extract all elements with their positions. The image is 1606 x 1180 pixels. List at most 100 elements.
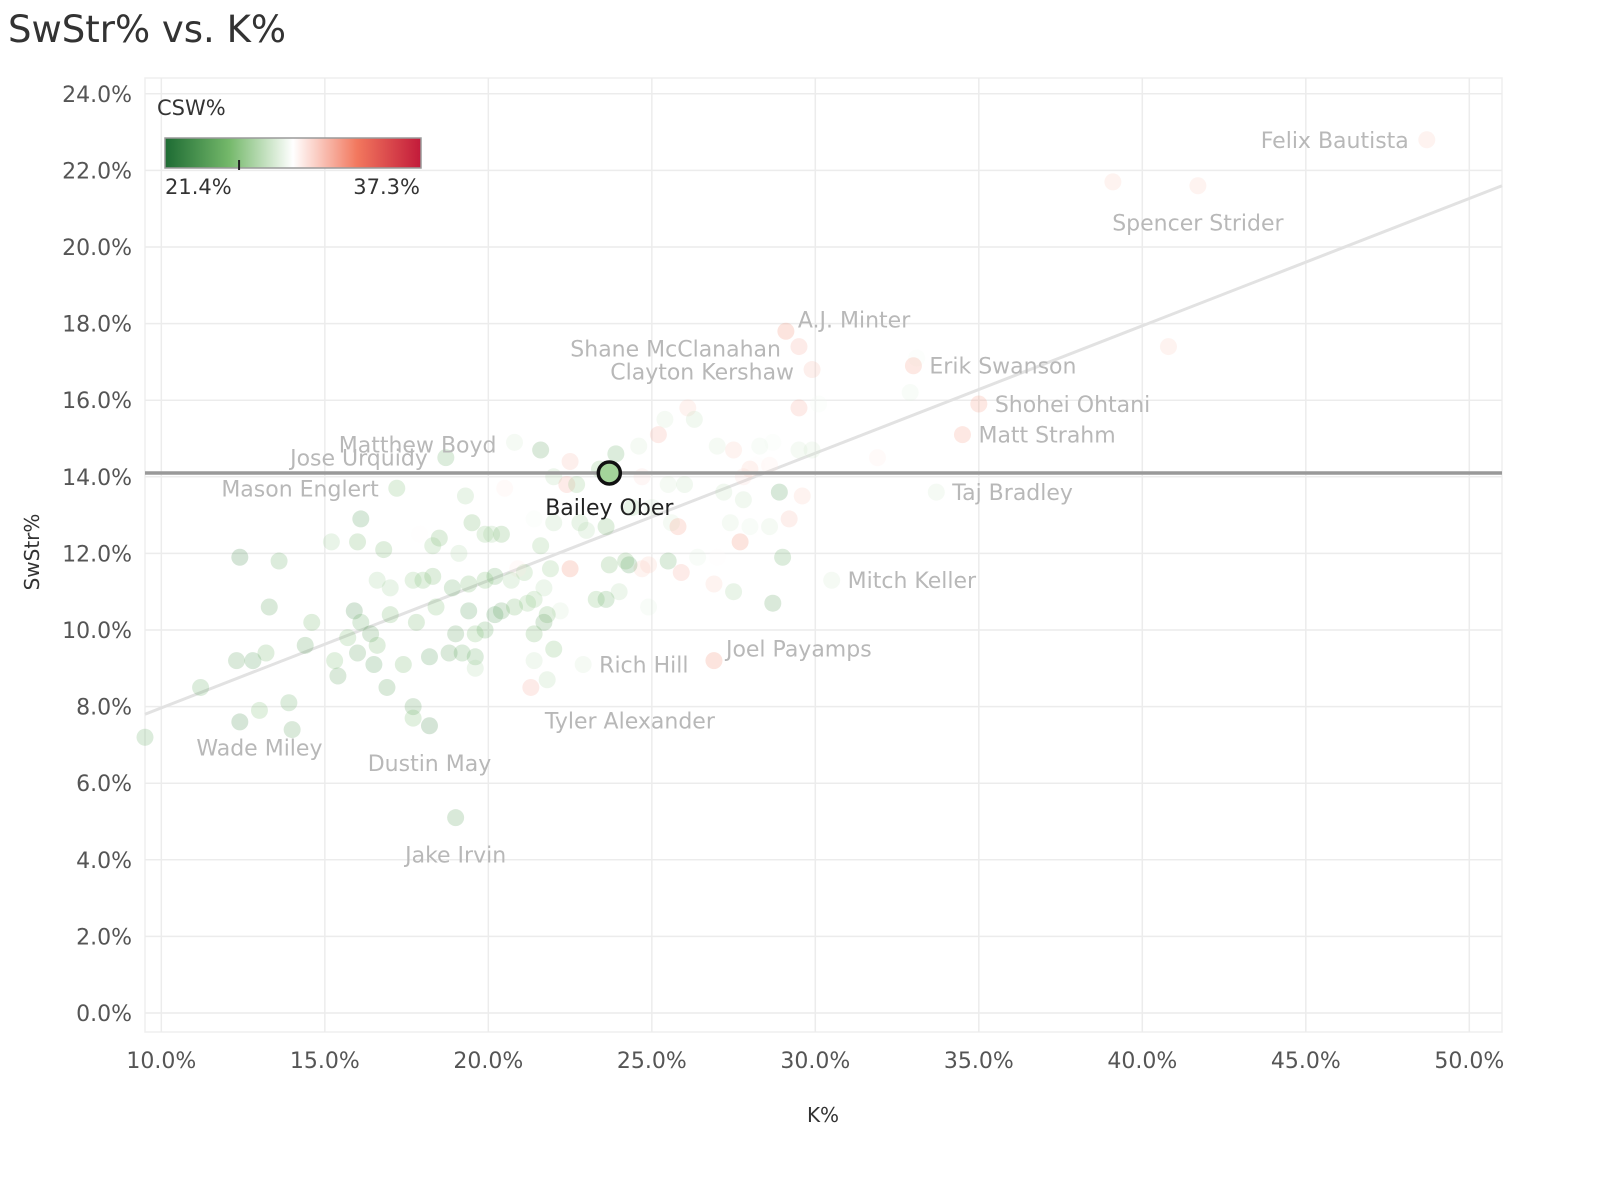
scatter-point[interactable] (721, 514, 739, 532)
scatter-point[interactable] (525, 590, 543, 608)
scatter-point[interactable] (505, 598, 523, 616)
scatter-point[interactable] (659, 475, 677, 493)
scatter-point[interactable] (597, 590, 615, 608)
scatter-point[interactable] (676, 475, 694, 493)
scatter-point[interactable] (532, 537, 550, 555)
scatter-point[interactable] (483, 525, 501, 543)
scatter-point[interactable] (741, 460, 759, 478)
scatter-point[interactable] (381, 579, 399, 597)
scatter-point[interactable] (411, 525, 429, 543)
scatter-point[interactable] (633, 560, 651, 578)
scatter-point[interactable] (620, 556, 638, 574)
scatter-point[interactable] (656, 410, 674, 428)
scatter-point[interactable] (476, 621, 494, 639)
scatter-point[interactable] (453, 644, 471, 662)
scatter-point[interactable] (558, 475, 576, 493)
scatter-point[interactable] (283, 721, 301, 739)
scatter-point[interactable] (734, 491, 752, 509)
scatter-point[interactable] (803, 441, 821, 459)
scatter-point[interactable] (437, 449, 455, 467)
scatter-point[interactable] (407, 613, 425, 631)
scatter-point[interactable] (136, 728, 154, 746)
scatter-point[interactable] (228, 652, 246, 670)
scatter-point[interactable] (368, 571, 386, 589)
scatter-point[interactable] (793, 487, 811, 505)
scatter-point[interactable] (761, 518, 779, 536)
scatter-point[interactable] (496, 479, 514, 497)
scatter-point[interactable] (538, 606, 556, 624)
scatter-point[interactable] (662, 514, 680, 532)
scatter-point[interactable] (440, 644, 458, 662)
scatter-point[interactable] (679, 399, 697, 417)
scatter-point[interactable] (630, 437, 648, 455)
scatter-point[interactable] (378, 678, 396, 696)
scatter-point[interactable] (430, 529, 448, 547)
scatter-point[interactable] (502, 571, 520, 589)
scatter-point[interactable] (953, 426, 971, 444)
scatter-point[interactable] (577, 521, 595, 539)
scatter-point[interactable] (545, 514, 563, 532)
scatter-point[interactable] (420, 717, 438, 735)
scatter-point[interactable] (326, 652, 344, 670)
scatter-point[interactable] (777, 322, 795, 340)
highlight-layer[interactable]: Bailey Ober (545, 460, 674, 521)
scatter-point[interactable] (669, 518, 687, 536)
scatter-point[interactable] (672, 564, 690, 582)
scatter-point[interactable] (610, 583, 628, 601)
scatter-point[interactable] (414, 571, 432, 589)
scatter-point[interactable] (352, 510, 370, 528)
scatter-point[interactable] (600, 556, 618, 574)
scatter-point[interactable] (731, 533, 749, 551)
scatter-point[interactable] (587, 590, 605, 608)
scatter-point[interactable] (463, 514, 481, 532)
scatter-point[interactable] (466, 625, 484, 643)
scatter-point[interactable] (790, 441, 808, 459)
scatter-point[interactable] (388, 479, 406, 497)
scatter-point[interactable] (519, 594, 537, 612)
scatter-point[interactable] (551, 602, 569, 620)
scatter-point[interactable] (424, 537, 442, 555)
scatter-point[interactable] (492, 525, 510, 543)
scatter-point[interactable] (561, 452, 579, 470)
scatter-point[interactable] (633, 468, 651, 486)
scatter-point[interactable] (774, 548, 792, 566)
scatter-point[interactable] (574, 655, 592, 673)
scatter-point[interactable] (365, 655, 383, 673)
scatter-point[interactable] (486, 567, 504, 585)
scatter-point[interactable] (260, 598, 278, 616)
scatter-point[interactable] (339, 629, 357, 647)
scatter-point[interactable] (303, 613, 321, 631)
scatter-point[interactable] (764, 433, 782, 451)
scatter-point[interactable] (568, 475, 586, 493)
scatter-point[interactable] (525, 625, 543, 643)
scatter-point[interactable] (280, 694, 298, 712)
scatter-point[interactable] (404, 709, 422, 727)
scatter-point[interactable] (522, 678, 540, 696)
scatter-point[interactable] (420, 648, 438, 666)
scatter-point[interactable] (447, 625, 465, 643)
scatter-point[interactable] (404, 571, 422, 589)
scatter-point[interactable] (250, 701, 268, 719)
scatter-point[interactable] (296, 636, 314, 654)
scatter-point[interactable] (349, 644, 367, 662)
scatter-point[interactable] (466, 659, 484, 677)
scatter-point[interactable] (322, 533, 340, 551)
scatter-point[interactable] (649, 426, 667, 444)
scatter-point[interactable] (640, 598, 658, 616)
scatter-point[interactable] (244, 652, 262, 670)
scatter-point[interactable] (725, 583, 743, 601)
scatter-point[interactable] (525, 510, 543, 528)
scatter-point[interactable] (466, 648, 484, 666)
scatter-point[interactable] (381, 606, 399, 624)
scatter-point[interactable] (705, 575, 723, 593)
scatter-point[interactable] (708, 437, 726, 455)
scatter-point[interactable] (509, 560, 527, 578)
scatter-point[interactable] (790, 338, 808, 356)
scatter-point[interactable] (486, 606, 504, 624)
scatter-point[interactable] (643, 498, 661, 516)
scatter-point[interactable] (708, 548, 726, 566)
scatter-point[interactable] (901, 384, 919, 402)
scatter-point[interactable] (790, 399, 808, 417)
scatter-point[interactable] (1189, 177, 1207, 195)
scatter-point[interactable] (640, 556, 658, 574)
